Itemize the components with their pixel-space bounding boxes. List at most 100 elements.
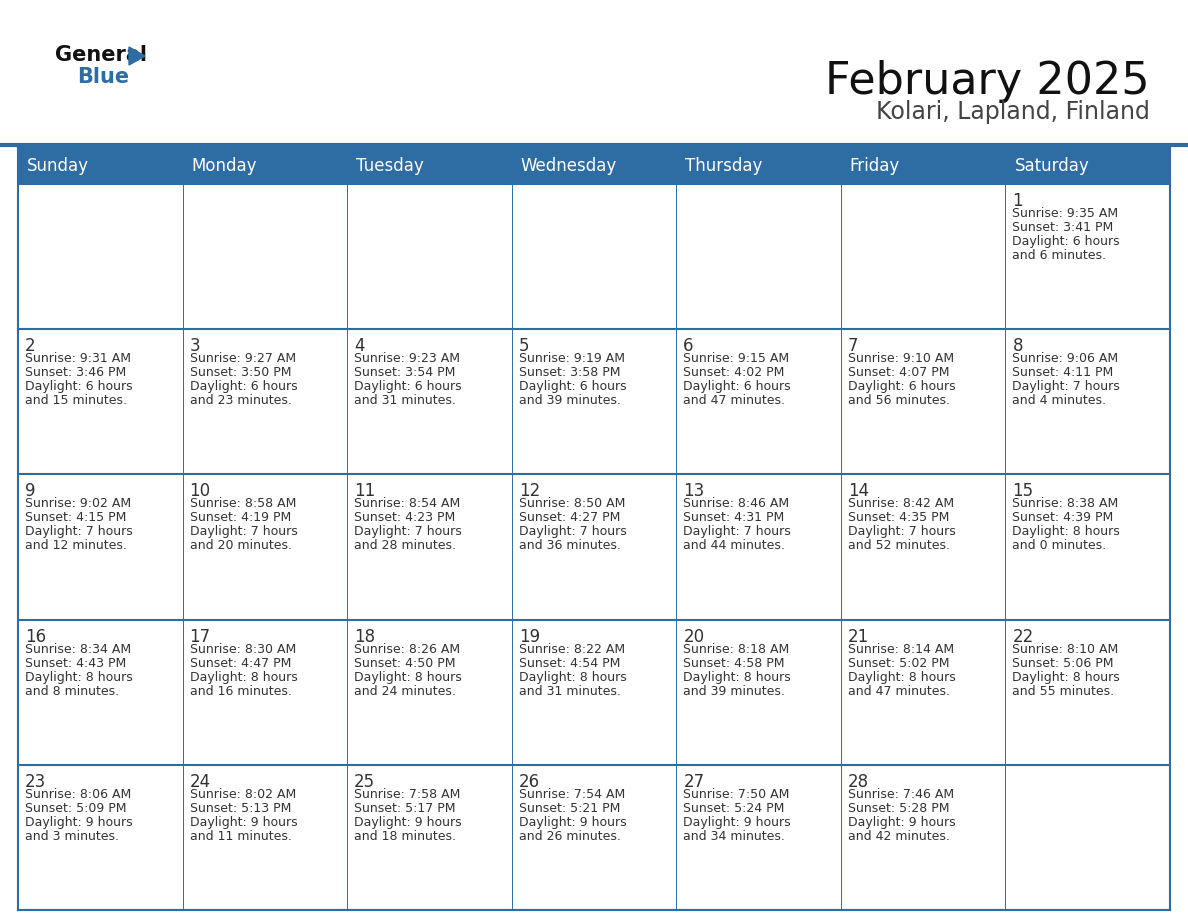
Text: Sunrise: 8:46 AM: Sunrise: 8:46 AM [683,498,789,510]
Text: and 8 minutes.: and 8 minutes. [25,685,119,698]
Text: Sunrise: 7:54 AM: Sunrise: 7:54 AM [519,788,625,800]
Bar [183,184,347,330]
Text: Daylight: 6 hours: Daylight: 6 hours [190,380,297,393]
Text: Sunrise: 8:34 AM: Sunrise: 8:34 AM [25,643,131,655]
Text: Sunrise: 9:02 AM: Sunrise: 9:02 AM [25,498,131,510]
Bar [18,765,183,910]
Text: Sunrise: 9:15 AM: Sunrise: 9:15 AM [683,353,789,365]
Text: Sunset: 4:11 PM: Sunset: 4:11 PM [1012,366,1113,379]
Text: Daylight: 8 hours: Daylight: 8 hours [1012,671,1120,684]
Text: 22: 22 [1012,628,1034,645]
Text: Daylight: 8 hours: Daylight: 8 hours [25,671,133,684]
Text: Sunrise: 8:02 AM: Sunrise: 8:02 AM [190,788,296,800]
Bar [1005,184,1170,330]
Text: Sunset: 3:41 PM: Sunset: 3:41 PM [1012,221,1113,234]
Text: Daylight: 8 hours: Daylight: 8 hours [848,671,955,684]
Text: Daylight: 7 hours: Daylight: 7 hours [683,525,791,538]
Text: Sunday: Sunday [27,157,89,175]
Text: Sunrise: 8:38 AM: Sunrise: 8:38 AM [1012,498,1119,510]
Text: Saturday: Saturday [1015,157,1089,175]
Text: Daylight: 8 hours: Daylight: 8 hours [1012,525,1120,538]
Bar [512,620,676,765]
Text: Daylight: 8 hours: Daylight: 8 hours [354,671,462,684]
Text: 4: 4 [354,337,365,355]
Text: Sunrise: 8:50 AM: Sunrise: 8:50 AM [519,498,625,510]
Text: Sunrise: 9:19 AM: Sunrise: 9:19 AM [519,353,625,365]
Bar [18,148,1170,184]
Text: Sunrise: 9:06 AM: Sunrise: 9:06 AM [1012,353,1119,365]
Text: Daylight: 7 hours: Daylight: 7 hours [25,525,133,538]
Text: Sunrise: 9:31 AM: Sunrise: 9:31 AM [25,353,131,365]
Text: Sunset: 3:58 PM: Sunset: 3:58 PM [519,366,620,379]
Text: and 15 minutes.: and 15 minutes. [25,394,127,408]
Text: Sunset: 4:39 PM: Sunset: 4:39 PM [1012,511,1113,524]
Text: and 24 minutes.: and 24 minutes. [354,685,456,698]
Text: Sunrise: 8:30 AM: Sunrise: 8:30 AM [190,643,296,655]
Text: Daylight: 9 hours: Daylight: 9 hours [190,816,297,829]
Text: Sunrise: 9:23 AM: Sunrise: 9:23 AM [354,353,460,365]
Text: Sunset: 4:31 PM: Sunset: 4:31 PM [683,511,784,524]
Text: 28: 28 [848,773,868,790]
Bar [841,184,1005,330]
Text: Sunset: 4:27 PM: Sunset: 4:27 PM [519,511,620,524]
Text: Sunset: 4:35 PM: Sunset: 4:35 PM [848,511,949,524]
Text: 3: 3 [190,337,201,355]
Text: General: General [55,45,147,65]
Bar [183,475,347,620]
Text: Sunset: 4:23 PM: Sunset: 4:23 PM [354,511,455,524]
Bar [1005,475,1170,620]
Text: 9: 9 [25,482,36,500]
Text: and 39 minutes.: and 39 minutes. [519,394,620,408]
Bar [512,765,676,910]
Text: Sunset: 4:58 PM: Sunset: 4:58 PM [683,656,785,669]
Text: Daylight: 7 hours: Daylight: 7 hours [190,525,297,538]
Text: and 18 minutes.: and 18 minutes. [354,830,456,843]
Text: Sunrise: 8:58 AM: Sunrise: 8:58 AM [190,498,296,510]
Text: 7: 7 [848,337,859,355]
Text: Daylight: 7 hours: Daylight: 7 hours [519,525,626,538]
Text: Sunset: 5:21 PM: Sunset: 5:21 PM [519,801,620,815]
Text: Wednesday: Wednesday [520,157,617,175]
Bar [676,330,841,475]
Text: Sunrise: 8:54 AM: Sunrise: 8:54 AM [354,498,461,510]
Text: and 55 minutes.: and 55 minutes. [1012,685,1114,698]
Text: and 36 minutes.: and 36 minutes. [519,540,620,553]
Text: Daylight: 8 hours: Daylight: 8 hours [190,671,297,684]
Text: 18: 18 [354,628,375,645]
Text: 15: 15 [1012,482,1034,500]
Text: 23: 23 [25,773,46,790]
Text: and 20 minutes.: and 20 minutes. [190,540,291,553]
Text: Sunrise: 8:14 AM: Sunrise: 8:14 AM [848,643,954,655]
Bar [18,620,183,765]
Text: 8: 8 [1012,337,1023,355]
Bar [1005,330,1170,475]
Text: Daylight: 6 hours: Daylight: 6 hours [1012,235,1120,248]
Text: 20: 20 [683,628,704,645]
Bar [1005,620,1170,765]
Text: Sunset: 4:43 PM: Sunset: 4:43 PM [25,656,126,669]
Text: Sunrise: 8:18 AM: Sunrise: 8:18 AM [683,643,790,655]
Text: and 47 minutes.: and 47 minutes. [848,685,950,698]
Text: 19: 19 [519,628,539,645]
Text: and 47 minutes.: and 47 minutes. [683,394,785,408]
Text: Sunset: 3:50 PM: Sunset: 3:50 PM [190,366,291,379]
Text: and 12 minutes.: and 12 minutes. [25,540,127,553]
Text: Daylight: 9 hours: Daylight: 9 hours [519,816,626,829]
Bar [676,620,841,765]
Text: Sunrise: 7:58 AM: Sunrise: 7:58 AM [354,788,461,800]
Bar [841,330,1005,475]
Text: Sunset: 4:50 PM: Sunset: 4:50 PM [354,656,456,669]
Text: 25: 25 [354,773,375,790]
Text: Sunset: 5:24 PM: Sunset: 5:24 PM [683,801,784,815]
Text: Sunset: 5:28 PM: Sunset: 5:28 PM [848,801,949,815]
Text: and 0 minutes.: and 0 minutes. [1012,540,1106,553]
Text: Kolari, Lapland, Finland: Kolari, Lapland, Finland [876,100,1150,124]
Text: Friday: Friday [849,157,901,175]
Text: Tuesday: Tuesday [356,157,424,175]
Text: Daylight: 9 hours: Daylight: 9 hours [848,816,955,829]
Text: Sunrise: 8:42 AM: Sunrise: 8:42 AM [848,498,954,510]
Bar [512,475,676,620]
Text: Sunrise: 9:27 AM: Sunrise: 9:27 AM [190,353,296,365]
Bar [676,184,841,330]
Polygon shape [129,47,145,65]
